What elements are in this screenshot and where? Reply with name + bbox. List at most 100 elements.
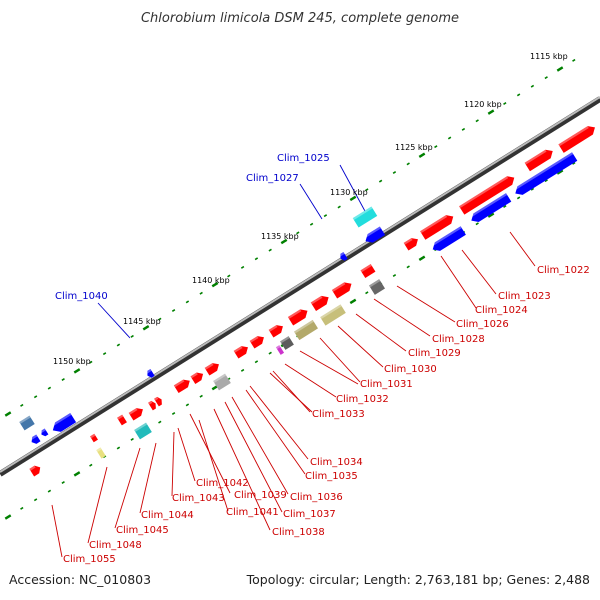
gene-clim-1045-cyan-body bbox=[134, 422, 152, 440]
outer-track-tick bbox=[171, 309, 176, 312]
gene-clim-1027 bbox=[362, 226, 386, 243]
gene-clim-1024-rev-shine bbox=[430, 226, 462, 248]
reverse-gene-labels: Clim_1025 Clim_1027 Clim_1040 bbox=[55, 153, 330, 302]
scale-label-1150: 1150 kbp bbox=[53, 357, 91, 366]
outer-track-tick bbox=[337, 205, 341, 209]
gene-label-clim-1048[interactable]: Clim_1048 bbox=[89, 540, 142, 551]
outer-track-tick bbox=[544, 76, 548, 80]
gene-clim-1030-grey-shine bbox=[280, 336, 290, 344]
callout-line bbox=[373, 298, 431, 337]
gene-clim-1023-body bbox=[459, 176, 515, 215]
inner-track-tick bbox=[61, 481, 65, 484]
gene-label-clim-1033[interactable]: Clim_1033 bbox=[312, 409, 365, 420]
callout-line bbox=[177, 427, 196, 482]
gene-label-clim-1034[interactable]: Clim_1034 bbox=[310, 457, 363, 468]
gene-label-clim-1026[interactable]: Clim_1026 bbox=[456, 319, 509, 330]
gene-clim-1026-grey-shine bbox=[368, 279, 381, 288]
outer-track-tick bbox=[406, 162, 410, 166]
callout-line bbox=[355, 313, 407, 352]
gene-clim-1030 bbox=[310, 295, 329, 312]
gene-clim-1055-shine bbox=[29, 465, 36, 471]
gene-clim-1027-body bbox=[365, 226, 386, 243]
outer-track-tick bbox=[254, 257, 259, 261]
callout-line bbox=[396, 285, 456, 323]
inner-track-tick bbox=[116, 446, 121, 450]
outer-track-tick bbox=[487, 109, 495, 115]
gene-clim-1028-olive-shine bbox=[294, 319, 314, 334]
gene-label-clim-1036[interactable]: Clim_1036 bbox=[290, 492, 343, 503]
outer-track-tick bbox=[4, 411, 12, 417]
inner-track-tick bbox=[544, 179, 548, 183]
gene-clim-1050 bbox=[49, 412, 77, 432]
gene-label-clim-1042[interactable]: Clim_1042 bbox=[196, 478, 249, 489]
gene-label-clim-1025[interactable]: Clim_1025 bbox=[277, 153, 330, 164]
gene-label-clim-1022[interactable]: Clim_1022 bbox=[537, 265, 590, 276]
gene-label-clim-1024[interactable]: Clim_1024 bbox=[475, 305, 528, 316]
scale-label-1125: 1125 kbp bbox=[395, 143, 433, 152]
gene-clim-1027-shine bbox=[362, 226, 381, 239]
callout-line bbox=[299, 183, 323, 220]
outer-track-tick bbox=[447, 136, 452, 140]
gene-label-clim-1035[interactable]: Clim_1035 bbox=[305, 471, 358, 482]
gene-label-clim-1044[interactable]: Clim_1044 bbox=[141, 510, 194, 521]
gene-label-clim-1027[interactable]: Clim_1027 bbox=[246, 173, 299, 184]
gene-clim-1028-body bbox=[360, 264, 376, 278]
gene-clim-1031-magenta-body bbox=[275, 345, 285, 355]
callout-line bbox=[87, 466, 108, 544]
gene-clim-1028 bbox=[360, 264, 376, 278]
gene-label-clim-1039[interactable]: Clim_1039 bbox=[234, 490, 287, 501]
gene-label-clim-1031[interactable]: Clim_1031 bbox=[360, 379, 413, 390]
callout-line bbox=[440, 255, 477, 309]
gene-clim-1023 bbox=[459, 176, 515, 215]
gene-label-clim-1055[interactable]: Clim_1055 bbox=[63, 554, 116, 565]
callout-line bbox=[319, 337, 361, 383]
inner-track-tick bbox=[185, 403, 190, 407]
gene-clim-1022-rev-body bbox=[515, 152, 578, 195]
callout-line bbox=[139, 442, 157, 514]
gene-clim-1054-shine bbox=[39, 428, 46, 434]
gene-label-clim-1037[interactable]: Clim_1037 bbox=[283, 509, 336, 520]
gene-label-clim-1028[interactable]: Clim_1028 bbox=[432, 334, 485, 345]
gene-clim-1021-body bbox=[524, 149, 553, 172]
gene-clim-1030-grey-body bbox=[280, 336, 294, 350]
gene-clim-1029-olive-body bbox=[320, 304, 346, 326]
gene-clim-1041-body bbox=[154, 396, 162, 407]
gene-label-clim-1041[interactable]: Clim_1041 bbox=[226, 507, 279, 518]
gene-layer bbox=[19, 126, 595, 477]
gene-clim-1044 bbox=[117, 414, 127, 426]
gene-clim-1023-rev bbox=[468, 193, 512, 222]
gene-clim-1048 bbox=[90, 433, 98, 443]
outer-track-tick bbox=[268, 248, 272, 252]
outer-track-tick bbox=[530, 84, 535, 88]
gene-label-clim-1030[interactable]: Clim_1030 bbox=[384, 364, 437, 375]
inner-track-tick bbox=[130, 437, 134, 441]
gene-label-clim-1045[interactable]: Clim_1045 bbox=[116, 525, 169, 536]
outer-track-tick bbox=[365, 188, 369, 192]
gene-clim-1054-body bbox=[41, 428, 49, 437]
outer-track-tick bbox=[227, 274, 231, 278]
inner-track-tick bbox=[254, 360, 259, 364]
outer-track-tick bbox=[349, 195, 357, 202]
callout-line bbox=[198, 419, 229, 512]
outer-track-tick bbox=[158, 317, 162, 321]
gene-label-clim-1038[interactable]: Clim_1038 bbox=[272, 527, 325, 538]
gene-clim-1038-grey-body bbox=[213, 373, 231, 391]
outer-track-tick bbox=[572, 58, 576, 62]
gene-label-clim-1043[interactable]: Clim_1043 bbox=[172, 493, 225, 504]
outer-track-tick bbox=[211, 281, 219, 288]
gene-clim-1035-body bbox=[204, 363, 219, 376]
gene-label-clim-1029[interactable]: Clim_1029 bbox=[408, 348, 461, 359]
scale-label-1130: 1130 kbp bbox=[330, 188, 368, 197]
genome-summary-text: Topology: circular; Length: 2,763,181 bp… bbox=[246, 572, 590, 587]
outer-track-tick bbox=[142, 325, 150, 331]
outer-track-tick bbox=[89, 360, 93, 364]
outer-track-tick bbox=[556, 66, 564, 72]
gene-label-clim-1023[interactable]: Clim_1023 bbox=[498, 291, 551, 302]
gene-clim-1026-grey bbox=[368, 279, 386, 295]
outer-track-tick bbox=[47, 386, 52, 390]
gene-clim-1029-body bbox=[331, 282, 352, 299]
inner-track-tick bbox=[572, 161, 576, 165]
gene-label-clim-1040[interactable]: Clim_1040 bbox=[55, 291, 108, 302]
gene-label-clim-1032[interactable]: Clim_1032 bbox=[336, 394, 389, 405]
gene-clim-1024-rev-body bbox=[432, 226, 466, 251]
